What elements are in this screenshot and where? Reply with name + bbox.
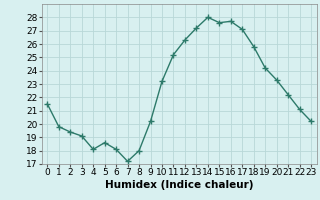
X-axis label: Humidex (Indice chaleur): Humidex (Indice chaleur) — [105, 180, 253, 190]
